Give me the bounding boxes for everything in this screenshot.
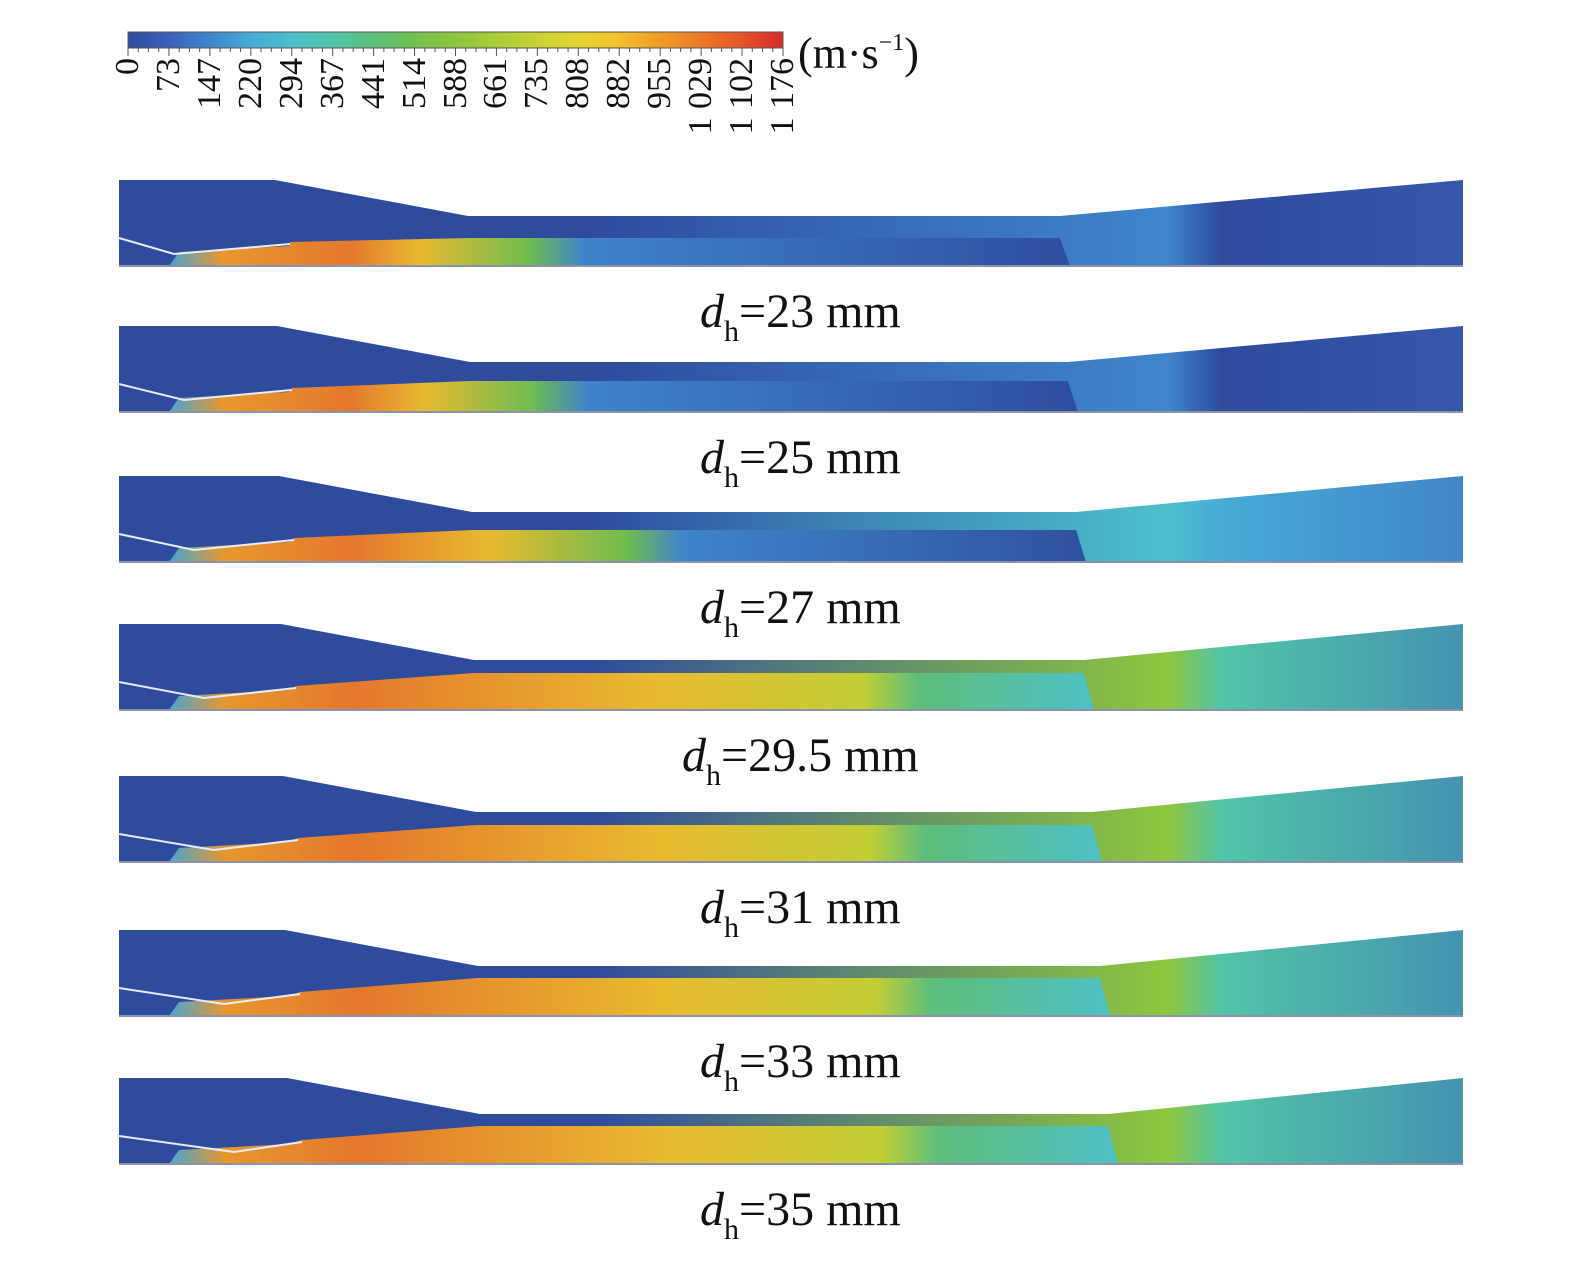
colorbar-tick-label: 955 xyxy=(641,58,679,109)
contour-panel xyxy=(118,180,1463,267)
colorbar-tick-label: 73 xyxy=(149,58,187,92)
contour-panels xyxy=(118,180,1463,1165)
inner-wall-line xyxy=(118,681,297,700)
colorbar-tick-label: 0 xyxy=(109,58,146,75)
colorbar-tick-label: 147 xyxy=(190,58,228,109)
caption-variable: d xyxy=(700,881,724,934)
colorbar-tick-label: 588 xyxy=(436,58,474,109)
caption-subscript: h xyxy=(724,911,739,944)
contour-panel xyxy=(118,776,1463,863)
colorbar-tick-label: 1 102 xyxy=(723,58,761,135)
caption-variable: d xyxy=(700,1035,724,1088)
jet-core-region xyxy=(169,978,1110,1016)
jet-core-region xyxy=(169,825,1102,862)
inner-wall-line xyxy=(118,533,295,552)
contour-panel xyxy=(118,476,1463,563)
colorbar-tick-label: 882 xyxy=(600,58,638,109)
jet-core-region xyxy=(169,530,1086,562)
colorbar-unit-label: (m·s−1) xyxy=(798,29,919,78)
colorbar-tick-label: 514 xyxy=(395,58,433,109)
caption-value: =35 mm xyxy=(739,1183,901,1236)
caption-value: =33 mm xyxy=(739,1035,901,1088)
jet-core-region xyxy=(169,238,1070,266)
caption-subscript: h xyxy=(724,1213,739,1246)
jet-core-region xyxy=(169,1126,1118,1164)
inner-wall-line xyxy=(118,987,301,1006)
colorbar-tick-label: 1 029 xyxy=(682,58,720,135)
colorbar-tick-label: 735 xyxy=(518,58,556,109)
caption-variable: d xyxy=(700,1183,724,1236)
caption-value: =27 mm xyxy=(739,581,901,634)
inner-wall-line xyxy=(118,383,293,402)
caption-value: =29.5 mm xyxy=(721,729,919,782)
colorbar-tick-label: 661 xyxy=(477,58,515,109)
caption-subscript: h xyxy=(724,1065,739,1098)
contour-panel xyxy=(118,930,1463,1017)
inner-wall-line xyxy=(118,833,299,852)
inner-wall-line xyxy=(118,237,291,256)
caption-variable: d xyxy=(700,581,724,634)
caption-subscript: h xyxy=(706,759,721,792)
panel-caption: dh=27 mm xyxy=(700,580,901,645)
caption-subscript: h xyxy=(724,461,739,494)
colorbar-tick-label: 441 xyxy=(354,58,392,109)
panel-caption: dh=31 mm xyxy=(700,880,901,945)
panel-caption: dh=33 mm xyxy=(700,1034,901,1099)
colorbar-tick-label: 1 176 xyxy=(764,58,801,135)
colorbar-tick-label: 220 xyxy=(231,58,269,109)
caption-value: =23 mm xyxy=(739,285,901,338)
jet-core-region xyxy=(169,673,1094,710)
colorbar-tick-label: 294 xyxy=(272,58,310,109)
panel-caption: dh=35 mm xyxy=(700,1182,901,1247)
caption-value: =25 mm xyxy=(739,431,901,484)
colorbar-tick-label: 367 xyxy=(313,58,351,109)
panel-caption: dh=25 mm xyxy=(700,430,901,495)
contour-panel xyxy=(118,326,1463,413)
inner-wall-line xyxy=(118,1135,303,1154)
caption-variable: d xyxy=(700,431,724,484)
colorbar-gradient xyxy=(127,31,784,49)
colorbar-tick-label: 808 xyxy=(559,58,597,109)
colorbar xyxy=(127,31,784,56)
caption-subscript: h xyxy=(724,315,739,348)
panel-caption: dh=29.5 mm xyxy=(682,728,919,793)
contour-panel xyxy=(118,624,1463,711)
caption-value: =31 mm xyxy=(739,881,901,934)
jet-core-region xyxy=(169,381,1078,412)
caption-variable: d xyxy=(700,285,724,338)
contour-panel xyxy=(118,1078,1463,1165)
caption-variable: d xyxy=(682,729,706,782)
panel-caption: dh=23 mm xyxy=(700,284,901,349)
caption-subscript: h xyxy=(724,611,739,644)
